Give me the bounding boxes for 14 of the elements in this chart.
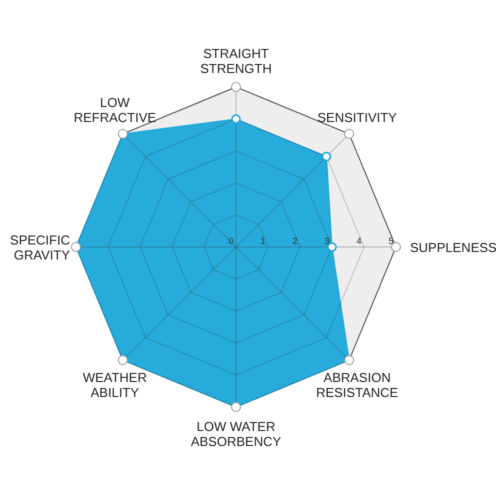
y-tick-label: 2 — [292, 236, 298, 246]
y-tick-label: 1 — [260, 236, 266, 246]
spoke-label: SUPPLENESS — [410, 240, 496, 255]
spoke-label: SPECIFIC GRAVITY — [10, 232, 70, 262]
y-tick-label: 3 — [324, 236, 330, 246]
spoke-label: LOW REFRACTIVE — [74, 94, 156, 125]
spoke-label: WEATHER ABILITY — [82, 370, 147, 400]
spoke-label: SENSITIVITY — [317, 110, 398, 125]
spoke-label: LOW WATER ABSORBENCY — [190, 419, 282, 449]
y-tick-label: 4 — [356, 236, 362, 246]
spoke-label: STRAIGHT STRENGTH — [200, 46, 272, 76]
y-tick-label: 5 — [388, 236, 394, 246]
y-tick-label: 0 — [228, 236, 234, 246]
spoke-label: ABRASION RESISTANCE — [316, 370, 399, 400]
